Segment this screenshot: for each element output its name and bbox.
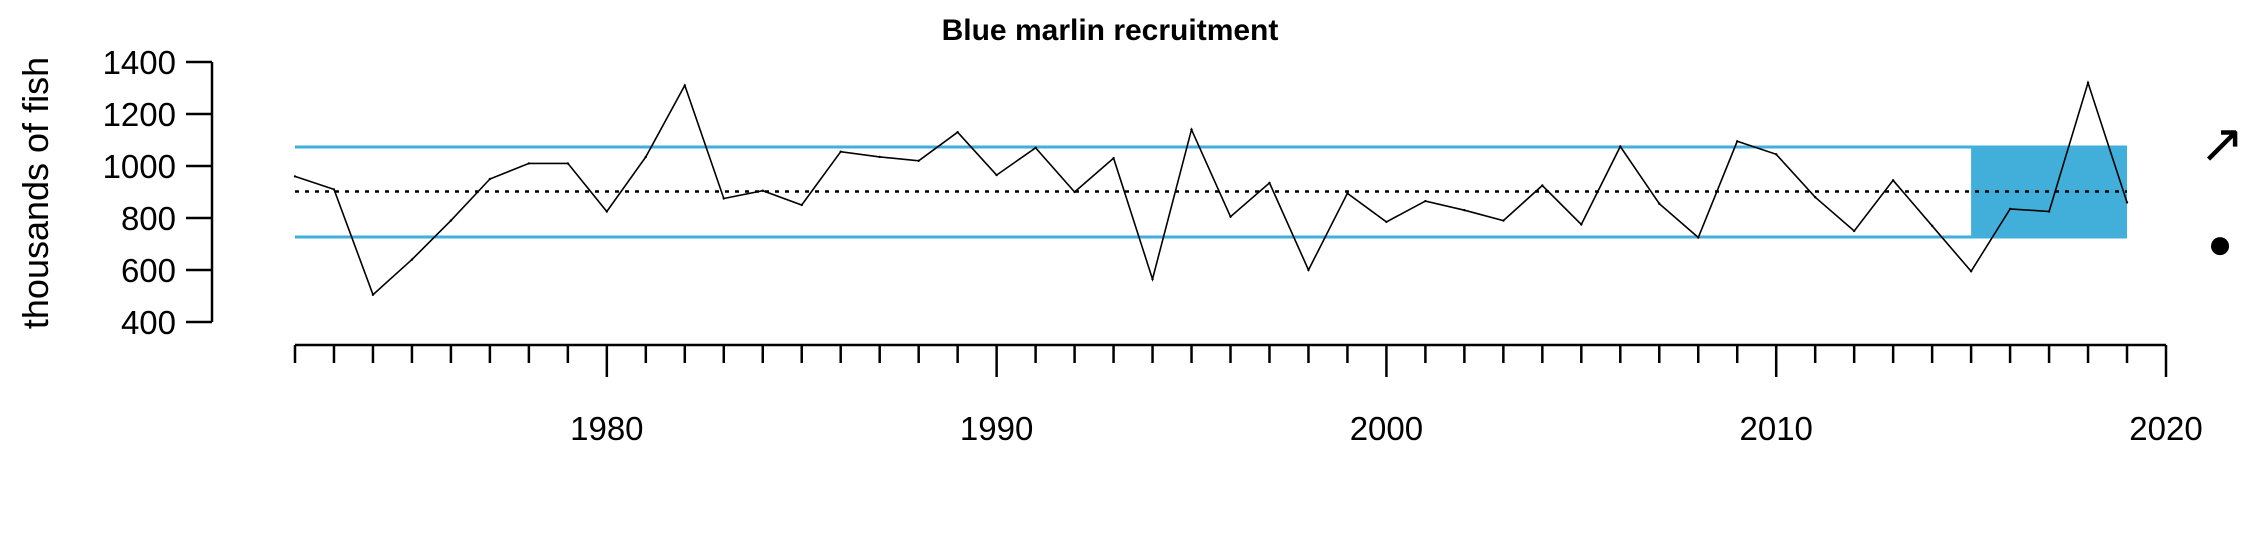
data-point-2013 (1891, 179, 1895, 182)
data-point-2004 (1541, 184, 1544, 187)
data-point-1975 (410, 258, 414, 261)
chart-title: Blue marlin recruitment (942, 14, 1279, 47)
data-point-1978 (527, 162, 531, 165)
data-point-1992 (1073, 190, 1076, 194)
trend-arrow-icon: ↗ (2199, 114, 2244, 174)
y-tick-label-1000: 1000 (103, 148, 176, 185)
data-point-1974 (371, 293, 375, 296)
data-point-1998 (1307, 268, 1310, 272)
recruitment-series (293, 80, 2129, 297)
y-tick-label-800: 800 (121, 200, 176, 237)
data-point-1989 (956, 131, 959, 134)
x-axis: 1980 1990 2000 2010 2020 (293, 343, 2203, 447)
data-point-1987 (878, 155, 881, 159)
recent-period-box (1971, 147, 2128, 237)
x-tick-label-2020: 2020 (2129, 410, 2202, 447)
y-tick-label-400: 400 (121, 304, 176, 341)
data-point-2003 (1502, 219, 1505, 222)
data-point-2012 (1852, 229, 1856, 233)
recent-period-shading (1971, 147, 2128, 237)
data-point-1977 (488, 177, 492, 181)
data-point-1995 (1190, 128, 1193, 131)
status-indicators: ↗ ● (2199, 114, 2244, 267)
data-point-2019 (2125, 201, 2129, 204)
data-point-1994 (1151, 277, 1154, 281)
data-point-2014 (1930, 224, 1934, 227)
data-point-1988 (917, 159, 920, 162)
data-point-1993 (1112, 157, 1115, 160)
data-point-2015 (1969, 270, 1973, 273)
y-tick-label-600: 600 (121, 252, 176, 289)
data-point-2010 (1775, 153, 1778, 156)
status-dot-icon: ● (2207, 220, 2232, 267)
data-point-1999 (1346, 192, 1349, 195)
data-point-1972 (293, 175, 297, 178)
reference-band-lines (295, 145, 2128, 239)
data-point-1973 (332, 188, 336, 191)
y-tick-label-1400: 1400 (103, 44, 176, 81)
x-tick-label-1980: 1980 (570, 410, 643, 447)
data-point-2001 (1424, 199, 1427, 203)
recruitment-line (294, 80, 2128, 297)
data-point-1981 (644, 155, 648, 159)
data-point-2005 (1580, 223, 1583, 226)
data-point-2018 (2086, 81, 2090, 85)
data-point-1986 (839, 150, 842, 153)
data-point-2008 (1697, 236, 1700, 239)
x-tick-label-2000: 2000 (1350, 410, 1423, 447)
data-point-1985 (800, 203, 803, 207)
x-tick-label-2010: 2010 (1739, 410, 1812, 447)
data-point-2017 (2047, 210, 2051, 213)
data-point-2009 (1736, 140, 1739, 143)
y-tick-label-1200: 1200 (103, 96, 176, 133)
data-point-2006 (1619, 145, 1622, 148)
data-point-2007 (1658, 202, 1661, 205)
data-point-2002 (1463, 209, 1466, 212)
data-point-1997 (1268, 181, 1271, 185)
data-point-1979 (566, 162, 570, 165)
x-tick-label-1990: 1990 (960, 410, 1033, 447)
data-point-2000 (1385, 220, 1388, 224)
data-point-1982 (683, 84, 686, 87)
y-axis-label: thousands of fish (15, 57, 56, 329)
data-point-2016 (2008, 207, 2012, 211)
data-point-2011 (1813, 196, 1817, 199)
data-point-1991 (1034, 146, 1037, 149)
data-point-1990 (995, 173, 998, 177)
data-point-1996 (1229, 215, 1232, 218)
data-point-1983 (722, 197, 725, 200)
y-axis: 400 600 800 1000 1200 1400 (103, 44, 214, 341)
data-point-1980 (605, 210, 609, 213)
data-point-1984 (761, 189, 764, 192)
data-point-1976 (449, 219, 453, 222)
